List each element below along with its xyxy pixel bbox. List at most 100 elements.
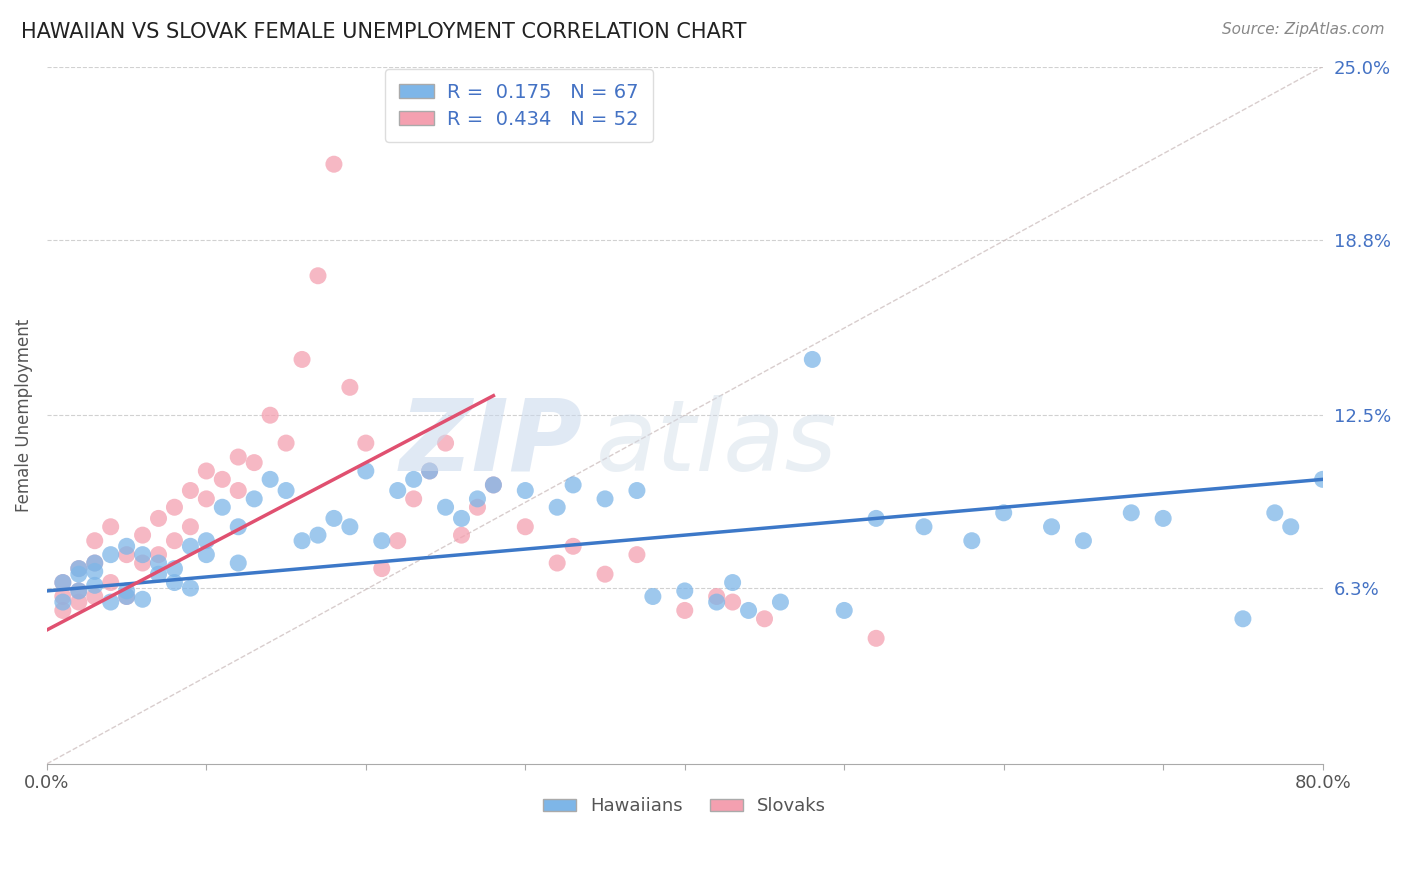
Point <box>354 436 377 450</box>
Point <box>419 464 441 478</box>
Point <box>626 548 648 562</box>
Point <box>641 590 664 604</box>
Point <box>148 567 170 582</box>
Point <box>323 157 346 171</box>
Point <box>865 632 887 646</box>
Point <box>67 583 90 598</box>
Point <box>515 520 537 534</box>
Point <box>195 533 218 548</box>
Point <box>67 595 90 609</box>
Point <box>339 520 361 534</box>
Point <box>259 472 281 486</box>
Point <box>179 539 201 553</box>
Point <box>131 592 153 607</box>
Point <box>131 556 153 570</box>
Point <box>354 464 377 478</box>
Point <box>371 533 394 548</box>
Point <box>52 575 75 590</box>
Point <box>274 483 297 498</box>
Text: HAWAIIAN VS SLOVAK FEMALE UNEMPLOYMENT CORRELATION CHART: HAWAIIAN VS SLOVAK FEMALE UNEMPLOYMENT C… <box>21 22 747 42</box>
Point <box>1232 612 1254 626</box>
Point <box>626 483 648 498</box>
Point <box>721 595 744 609</box>
Point <box>148 511 170 525</box>
Point <box>100 548 122 562</box>
Legend: Hawaiians, Slovaks: Hawaiians, Slovaks <box>534 789 835 824</box>
Point <box>339 380 361 394</box>
Point <box>721 575 744 590</box>
Point <box>115 548 138 562</box>
Point <box>706 590 728 604</box>
Point <box>83 578 105 592</box>
Point <box>274 436 297 450</box>
Point <box>434 500 457 515</box>
Point <box>801 352 824 367</box>
Point <box>1073 533 1095 548</box>
Point <box>100 595 122 609</box>
Point <box>226 483 249 498</box>
Point <box>546 500 568 515</box>
Point <box>148 556 170 570</box>
Point <box>163 561 186 575</box>
Point <box>179 520 201 534</box>
Point <box>291 533 314 548</box>
Point <box>706 595 728 609</box>
Point <box>179 581 201 595</box>
Point <box>179 483 201 498</box>
Point <box>673 583 696 598</box>
Point <box>83 533 105 548</box>
Point <box>1264 506 1286 520</box>
Point <box>226 520 249 534</box>
Point <box>163 533 186 548</box>
Point <box>912 520 935 534</box>
Point <box>1279 520 1302 534</box>
Point <box>211 500 233 515</box>
Point <box>467 500 489 515</box>
Point <box>1312 472 1334 486</box>
Point <box>1152 511 1174 525</box>
Point <box>195 491 218 506</box>
Point <box>402 472 425 486</box>
Point <box>100 575 122 590</box>
Point <box>1040 520 1063 534</box>
Point <box>673 603 696 617</box>
Point <box>467 491 489 506</box>
Text: atlas: atlas <box>596 394 837 491</box>
Point <box>67 583 90 598</box>
Point <box>434 436 457 450</box>
Point <box>323 511 346 525</box>
Point <box>387 533 409 548</box>
Point <box>402 491 425 506</box>
Point <box>195 464 218 478</box>
Point <box>993 506 1015 520</box>
Text: Source: ZipAtlas.com: Source: ZipAtlas.com <box>1222 22 1385 37</box>
Point <box>52 603 75 617</box>
Point <box>131 548 153 562</box>
Point <box>450 528 472 542</box>
Point <box>226 556 249 570</box>
Point <box>131 528 153 542</box>
Point <box>960 533 983 548</box>
Point <box>546 556 568 570</box>
Point <box>515 483 537 498</box>
Point <box>243 491 266 506</box>
Point <box>67 561 90 575</box>
Point <box>195 548 218 562</box>
Point <box>419 464 441 478</box>
Point <box>371 561 394 575</box>
Point <box>163 500 186 515</box>
Point <box>148 548 170 562</box>
Text: ZIP: ZIP <box>399 394 582 491</box>
Point <box>832 603 855 617</box>
Point <box>52 575 75 590</box>
Point <box>226 450 249 464</box>
Point <box>83 556 105 570</box>
Point <box>291 352 314 367</box>
Point <box>115 590 138 604</box>
Point <box>115 590 138 604</box>
Point <box>865 511 887 525</box>
Point <box>259 408 281 422</box>
Point <box>83 565 105 579</box>
Point <box>307 528 329 542</box>
Point <box>67 561 90 575</box>
